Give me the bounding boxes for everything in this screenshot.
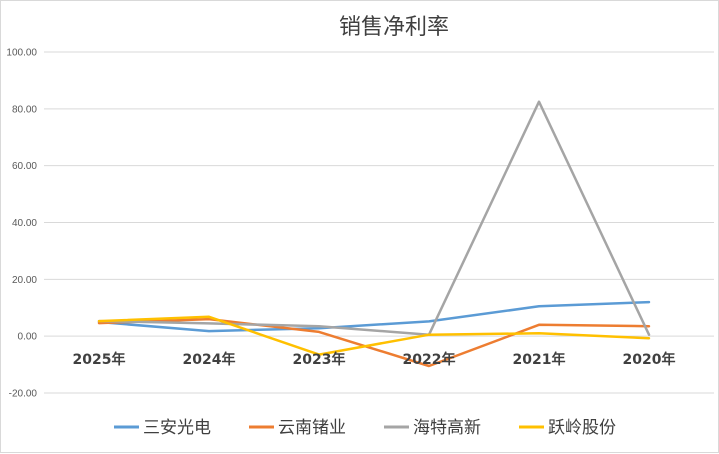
legend: 三安光电 云南锗业 海特高新 跃岭股份	[114, 418, 616, 438]
y-tick-label: 0.00	[18, 332, 38, 343]
x-tick-label: 2022年	[403, 351, 456, 368]
series-line-2	[99, 102, 649, 335]
y-tick-label: -20.00	[9, 389, 38, 400]
legend-label: 三安光电	[143, 418, 211, 438]
y-tick-label: 60.00	[12, 161, 37, 172]
legend-label: 跃岭股份	[548, 418, 616, 438]
x-tick-label: 2024年	[183, 351, 236, 368]
series-lines	[99, 102, 649, 366]
x-tick-label: 2023年	[293, 351, 346, 368]
y-tick-label: 40.00	[12, 218, 37, 229]
chart-title: 销售净利率	[339, 15, 449, 40]
series-line-1	[99, 319, 649, 366]
y-tick-label: 20.00	[12, 275, 37, 286]
y-tick-label: 80.00	[12, 104, 37, 115]
gridlines	[44, 52, 714, 393]
x-tick-label: 2021年	[513, 351, 566, 368]
x-tick-label: 2020年	[623, 351, 676, 368]
y-axis-tick-labels: 100.00 80.00 60.00 40.00 20.00 0.00 -20.00	[6, 48, 37, 400]
y-tick-label: 100.00	[6, 48, 37, 59]
legend-label: 云南锗业	[278, 418, 346, 438]
x-tick-label: 2025年	[73, 351, 126, 368]
legend-label: 海特高新	[413, 418, 481, 438]
series-line-0	[99, 302, 649, 331]
x-axis-tick-labels: 2025年 2024年 2023年 2022年 2021年 2020年	[73, 351, 676, 368]
